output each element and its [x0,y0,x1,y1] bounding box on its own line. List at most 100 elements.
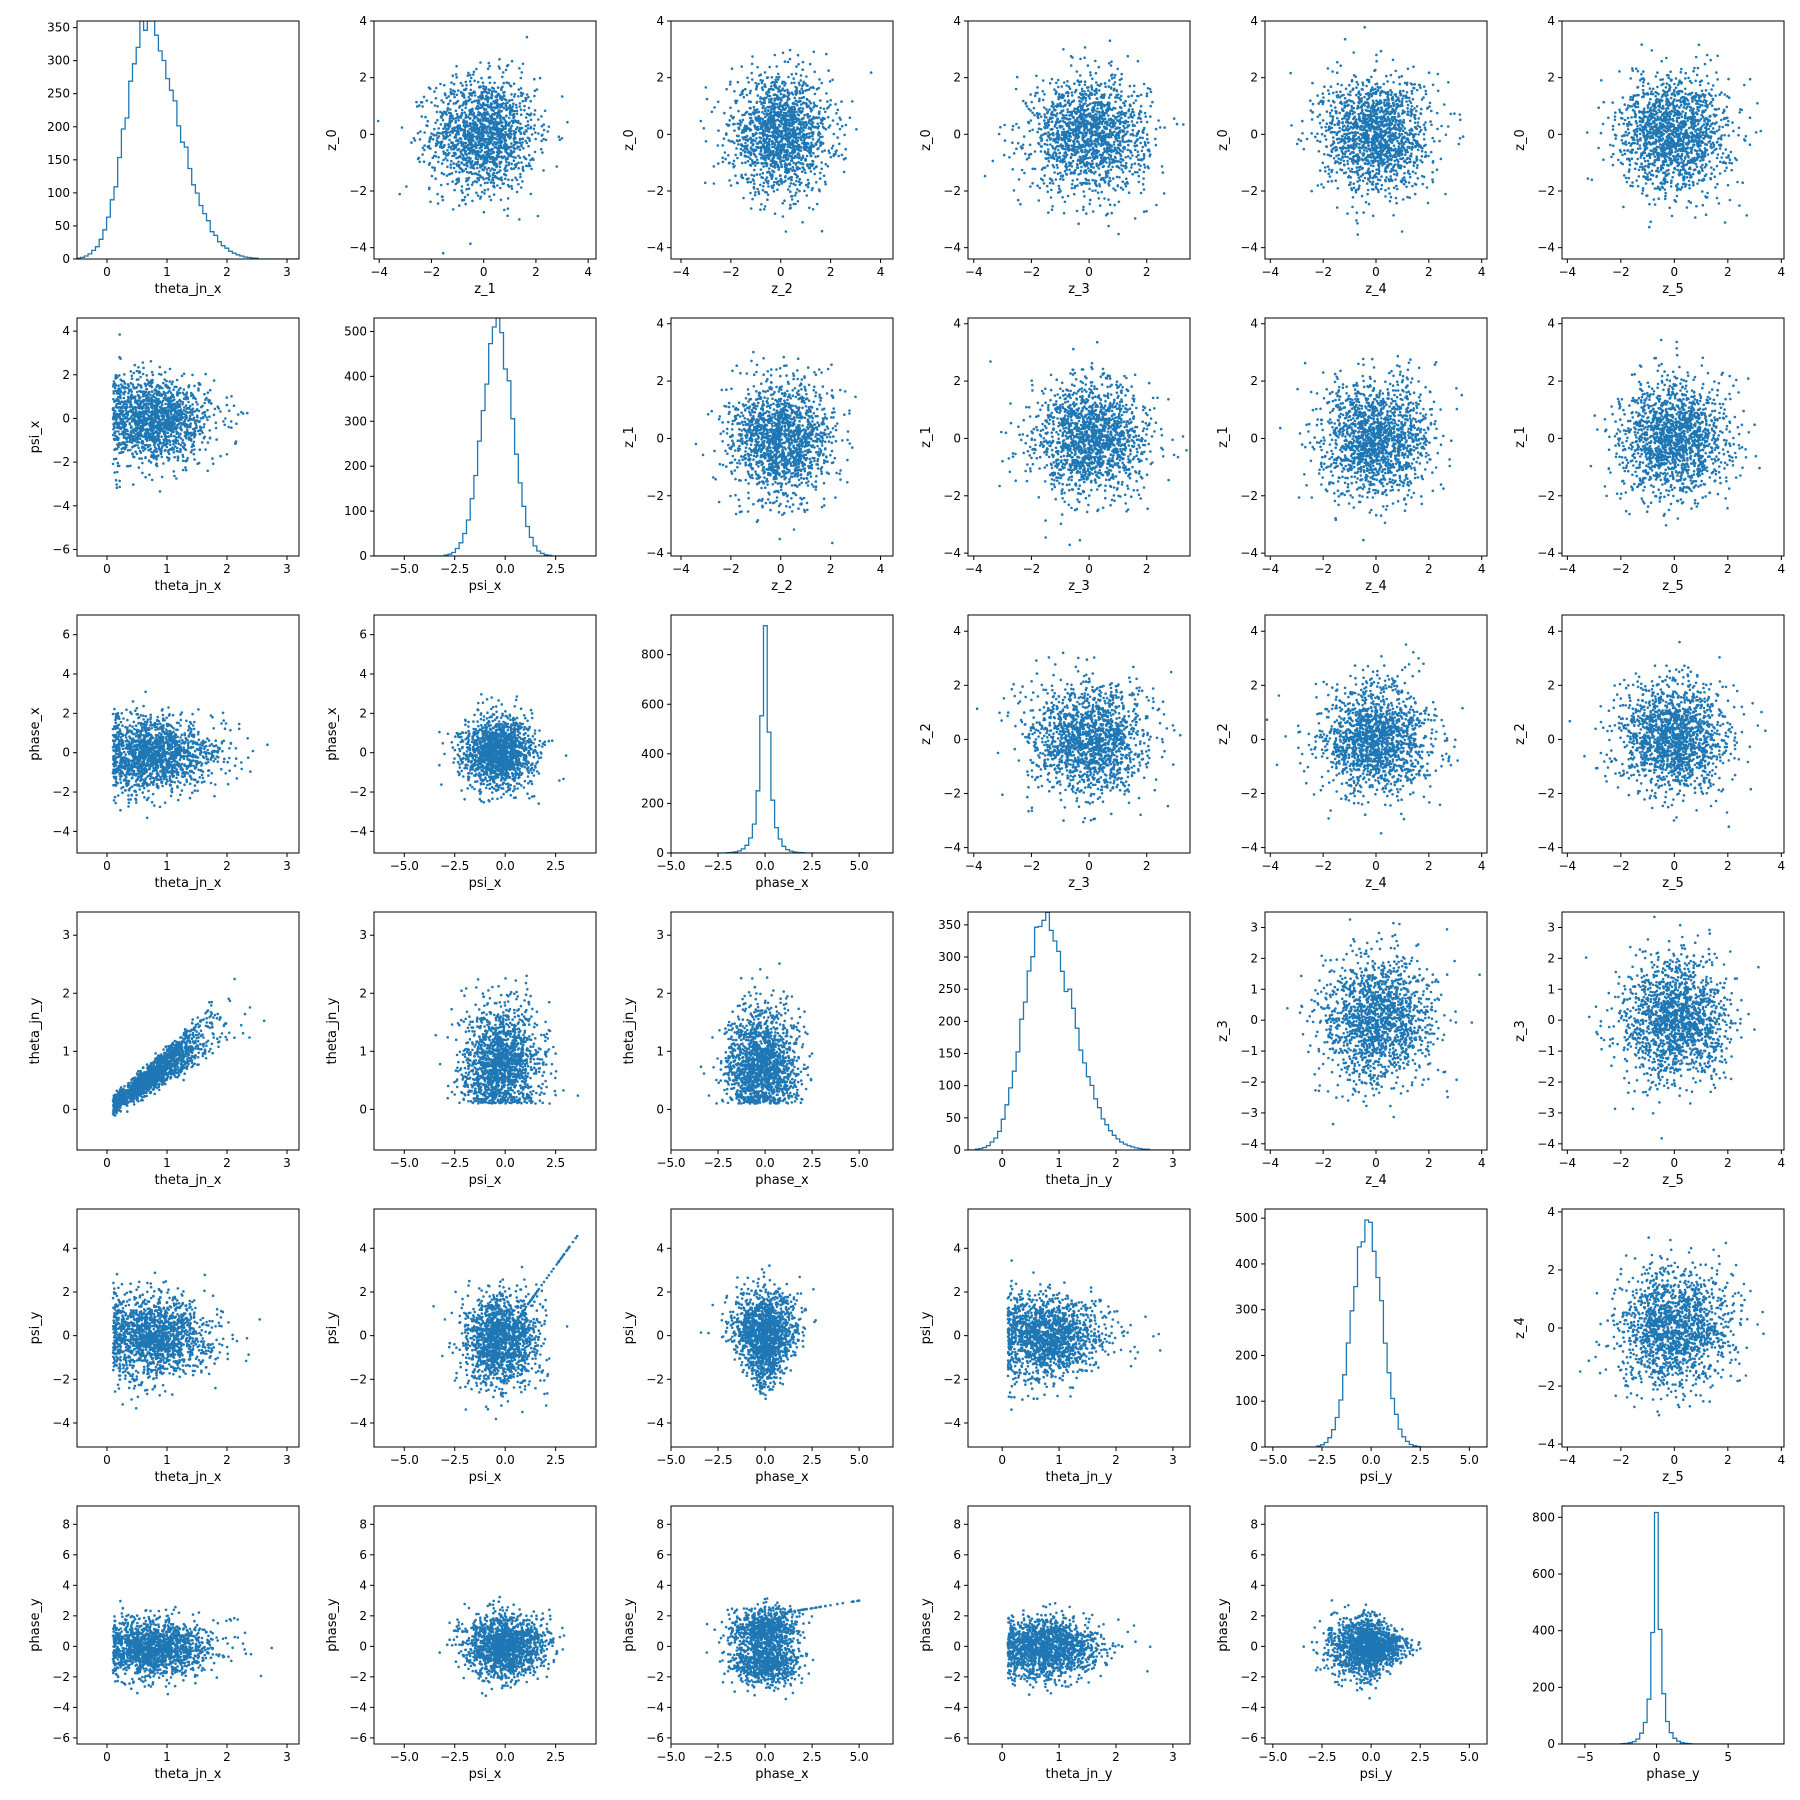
scatter-point [465,177,468,180]
scatter-point [461,198,464,202]
scatter-point [1109,117,1112,121]
scatter-point [508,109,512,112]
scatter-point [1104,170,1108,173]
scatter-point [478,147,482,150]
scatter-point [1096,191,1100,194]
scatter-point [772,156,775,159]
scatter-point [783,163,787,166]
scatter-point [512,143,516,147]
scatter-point [740,161,744,165]
scatter-point [1108,93,1112,97]
scatter-point [783,108,786,112]
scatter-point [507,155,510,158]
scatter-point [817,112,821,116]
scatter-point [465,170,469,174]
y-axis-label: z_0 [622,129,637,151]
scatter-point [501,105,504,108]
scatter-point [793,81,796,85]
scatter-point [791,169,794,172]
scatter-point [428,87,432,90]
scatter-point [1084,134,1088,137]
scatter-point [425,99,429,102]
scatter-point [1079,116,1082,119]
scatter-point [456,138,460,142]
scatter-point [776,145,779,149]
scatter-point [1060,111,1063,114]
scatter-point [768,106,771,109]
scatter-points [983,39,1185,236]
scatter-point [785,169,788,173]
scatter-point [1043,119,1046,122]
scatter-point [1070,94,1074,97]
scatter-point [781,80,784,84]
scatter-point [820,229,824,233]
scatter-point [1070,152,1073,156]
scatter-point [808,115,812,118]
scatter-point [1103,104,1106,108]
scatter-point [497,127,501,130]
scatter-point [790,198,794,201]
scatter-point [1043,142,1047,146]
scatter-point [513,95,516,98]
scatter-point [778,102,782,105]
scatter-point [747,112,751,116]
scatter-point [1123,140,1126,144]
scatter-point [519,87,523,90]
scatter-point [1076,108,1079,111]
scatter-point [813,70,816,74]
scatter-point [765,135,769,139]
scatter-point [1043,132,1047,135]
scatter-point [462,142,465,146]
scatter-point [1016,141,1020,145]
scatter-point [1099,138,1103,142]
scatter-point [768,151,772,155]
scatter-point [413,139,417,142]
scatter-point [450,148,453,151]
scatter-point [761,188,765,192]
scatter-point [463,96,466,99]
scatter-point [436,105,439,108]
scatter-point [758,119,762,123]
scatter-point [1015,147,1018,150]
scatter-point [839,118,842,121]
scatter-point [511,113,515,117]
scatter-point [1031,167,1034,171]
scatter-point [483,157,486,160]
y-tick-label: 350 [47,21,70,35]
scatter-point [484,125,487,128]
scatter-point [1078,155,1082,159]
scatter-point [770,185,773,188]
scatter-point [760,86,764,89]
scatter-point [752,185,756,189]
scatter-point [810,141,813,145]
scatter-point [733,129,736,132]
scatter-point [508,112,512,116]
scatter-point [728,161,731,165]
scatter-point [1075,209,1079,213]
x-tick-label: 2 [223,265,231,279]
scatter-point [469,150,472,153]
scatter-point [1061,117,1064,120]
scatter-point [741,90,744,93]
scatter-point [443,111,447,115]
scatter-point [818,78,821,81]
scatter-point [526,120,530,123]
scatter-point [758,74,761,77]
scatter-point [783,159,786,163]
scatter-point [1071,100,1075,103]
scatter-point [799,106,802,110]
scatter-point [1073,148,1076,151]
scatter-point [722,137,726,140]
scatter-point [1055,159,1059,163]
scatter-point [485,168,489,171]
scatter-point [1094,113,1097,116]
scatter-point [1124,122,1127,125]
scatter-point [1094,120,1097,124]
scatter-point [1122,124,1125,128]
scatter-point [465,179,468,183]
scatter-point [476,104,480,108]
scatter-point [1117,232,1120,236]
scatter-point [493,126,496,129]
scatter-point [523,108,526,112]
